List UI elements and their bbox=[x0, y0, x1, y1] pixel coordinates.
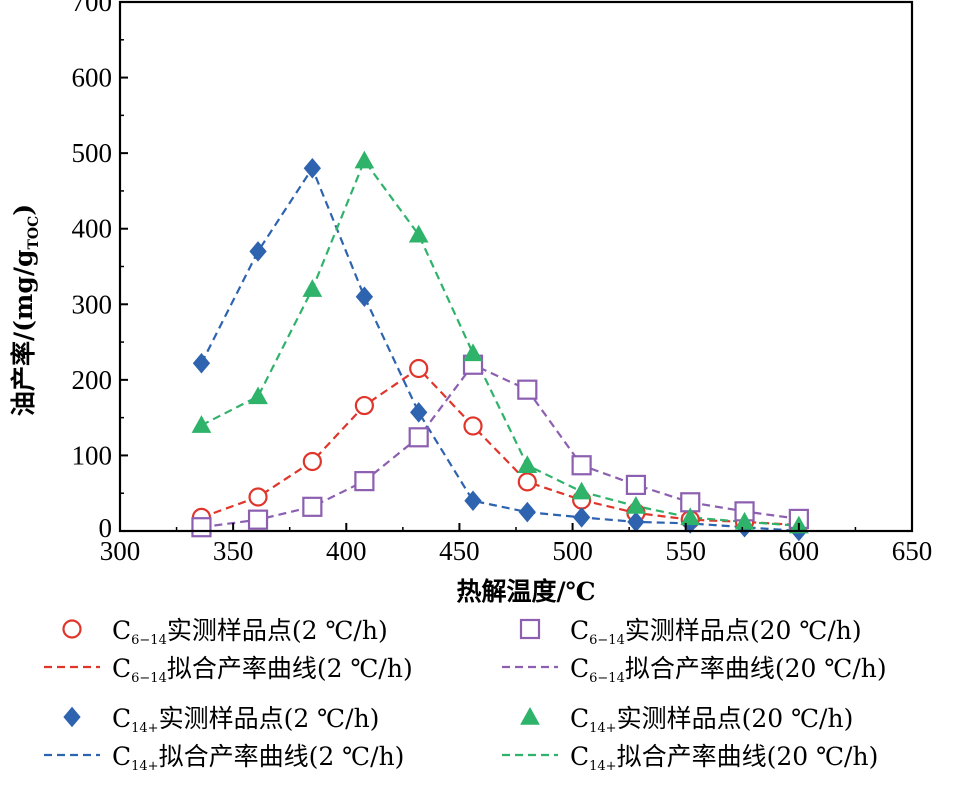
x-tick-label: 600 bbox=[779, 536, 820, 566]
legend-item: C14+拟合产率曲线(20 ℃/h) bbox=[500, 738, 879, 774]
legend-label: C14+实测样品点(20 ℃/h) bbox=[570, 703, 854, 736]
y-axis-title-main: 油产率/(mg/g bbox=[9, 250, 38, 417]
legend-symbol bbox=[62, 619, 82, 639]
data-point-c14_20 bbox=[680, 507, 701, 526]
legend-label: C14+拟合产率曲线(2 ℃/h) bbox=[112, 741, 405, 774]
x-tick-label: 450 bbox=[439, 536, 480, 566]
y-axis-title-end: ) bbox=[9, 204, 38, 216]
data-point-c614_2 bbox=[463, 416, 483, 436]
y-tick-label: 300 bbox=[72, 289, 113, 319]
x-tick-label: 300 bbox=[100, 536, 141, 566]
data-point-c614_20 bbox=[571, 455, 592, 476]
legend-label: C14+实测样品点(2 ℃/h) bbox=[112, 703, 380, 736]
data-point-c614_20 bbox=[625, 474, 647, 496]
legend-label: C6−14拟合产率曲线(20 ℃/h) bbox=[570, 653, 887, 686]
legend-item: C14+实测样品点(20 ℃/h) bbox=[500, 700, 854, 736]
plot-area bbox=[191, 150, 809, 542]
series-line-c14_20_fit bbox=[201, 158, 799, 527]
data-point-c14_20 bbox=[571, 481, 592, 500]
data-point-c14_20 bbox=[248, 386, 268, 405]
x-tick-label: 500 bbox=[552, 536, 593, 566]
data-point-c14_20 bbox=[408, 224, 429, 243]
legend-symbol bbox=[502, 665, 558, 669]
data-point-c14_2 bbox=[303, 157, 321, 179]
legend-symbol bbox=[502, 753, 558, 757]
legend-item: C6−14拟合产率曲线(2 ℃/h) bbox=[42, 650, 413, 686]
legend-item: C14+拟合产率曲线(2 ℃/h) bbox=[42, 738, 405, 774]
data-point-c614_20 bbox=[517, 379, 538, 400]
axes: 300 350 400 450 500 550 600 650 0 100 200 300 400 500… bbox=[72, 0, 933, 566]
data-point-c614_20 bbox=[302, 496, 323, 517]
data-point-c14_20 bbox=[734, 511, 755, 530]
data-point-c14_2 bbox=[518, 501, 536, 523]
legend-marker-c14_20 bbox=[520, 706, 540, 725]
data-point-c614_2 bbox=[409, 358, 429, 379]
data-point-c614_2 bbox=[354, 395, 374, 416]
data-point-c614_20 bbox=[408, 427, 429, 448]
legend-item: C6−14实测样品点(20 ℃/h) bbox=[500, 612, 862, 648]
data-point-c14_20 bbox=[302, 279, 323, 297]
data-point-c614_2 bbox=[517, 472, 537, 492]
legend: C6−14实测样品点(2 ℃/h) C6−14实测样品点(20 ℃/h) C6−14… bbox=[0, 608, 957, 785]
x-tick-label: 350 bbox=[213, 536, 254, 566]
legend-marker-c614_20 bbox=[519, 618, 541, 640]
chart: 300 350 400 450 500 550 600 650 0 100 200 300 400 500… bbox=[9, 0, 933, 606]
y-tick-label: 0 bbox=[99, 513, 113, 543]
data-point-c14_2 bbox=[464, 490, 482, 512]
y-tick-label: 700 bbox=[72, 0, 113, 17]
y-tick-label: 600 bbox=[72, 63, 113, 93]
data-point-c614_20 bbox=[354, 471, 375, 492]
data-point-c14_20 bbox=[517, 455, 538, 473]
legend-label: C14+拟合产率曲线(20 ℃/h) bbox=[570, 741, 879, 774]
legend-label: C6−14拟合产率曲线(2 ℃/h) bbox=[112, 653, 413, 686]
y-axis-title-sub: TOC bbox=[26, 216, 42, 250]
legend-symbol bbox=[44, 753, 100, 757]
legend-symbol bbox=[44, 665, 100, 669]
y-tick-label: 400 bbox=[72, 214, 113, 244]
legend-symbol bbox=[519, 618, 541, 640]
data-point-c614_2 bbox=[248, 487, 268, 507]
legend-item: C6−14拟合产率曲线(20 ℃/h) bbox=[500, 650, 887, 686]
data-point-c14_2 bbox=[355, 286, 374, 308]
x-tick-label: 550 bbox=[665, 536, 706, 566]
y-tick-label: 100 bbox=[72, 440, 113, 470]
data-point-c14_20 bbox=[626, 496, 646, 514]
data-point-c14_2 bbox=[572, 507, 591, 528]
data-point-c614_2 bbox=[302, 451, 322, 472]
series-line-c614_2_fit bbox=[201, 367, 799, 527]
x-tick-label: 650 bbox=[892, 536, 933, 566]
data-point-c14_20 bbox=[463, 343, 483, 362]
data-point-c614_20 bbox=[191, 517, 212, 538]
legend-label: C6−14实测样品点(2 ℃/h) bbox=[112, 615, 388, 648]
x-axis-title: 热解温度/℃ bbox=[456, 577, 595, 606]
data-point-c14_20 bbox=[354, 150, 375, 169]
x-tick-label: 400 bbox=[326, 536, 367, 566]
y-tick-label: 500 bbox=[72, 138, 113, 168]
legend-symbol bbox=[63, 706, 81, 728]
data-point-c14_20 bbox=[191, 415, 212, 433]
legend-label: C6−14实测样品点(20 ℃/h) bbox=[570, 615, 862, 648]
data-point-c14_2 bbox=[249, 241, 267, 262]
y-axis-title: 油产率/(mg/gTOC) bbox=[9, 204, 42, 416]
data-point-c14_2 bbox=[410, 402, 428, 423]
legend-marker-c614_2 bbox=[62, 619, 82, 639]
legend-item: C6−14实测样品点(2 ℃/h) bbox=[42, 612, 388, 648]
data-point-c14_2 bbox=[192, 352, 211, 374]
legend-item: C14+实测样品点(2 ℃/h) bbox=[42, 700, 380, 736]
data-point-c614_20 bbox=[247, 509, 269, 530]
y-tick-label: 200 bbox=[72, 365, 113, 395]
legend-symbol bbox=[520, 706, 540, 725]
plot-frame bbox=[118, 0, 914, 533]
series-line-c614_20_fit bbox=[201, 363, 800, 529]
legend-marker-c14_2 bbox=[63, 706, 81, 728]
